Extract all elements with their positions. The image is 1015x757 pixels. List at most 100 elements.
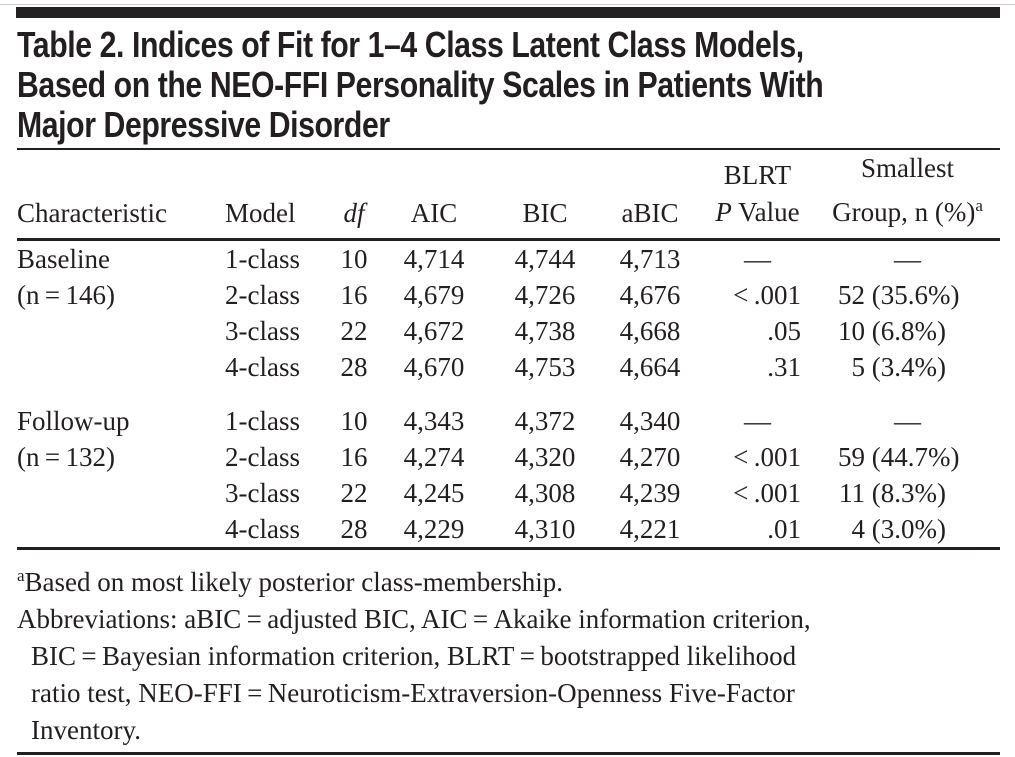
- cell-blrt-p-value: .31: [767, 352, 801, 382]
- cell-bic: 4,320: [514, 442, 576, 472]
- cell-smallest-group: 5 (3.4%): [815, 349, 1000, 385]
- cell-bic: 4,744: [514, 244, 576, 274]
- cell-bic: 4,738: [514, 316, 576, 346]
- cell-aic: 4,229: [403, 514, 465, 544]
- cell-abic: 4,221: [619, 514, 681, 544]
- footnote-a: aBased on most likely posterior class-me…: [17, 566, 563, 597]
- col-header-aic: AIC: [378, 149, 490, 241]
- characteristic-line: (n = 146): [17, 280, 116, 310]
- table-group: Baseline (n = 146) 1-class 10 4,714 4,744 4,71…: [17, 240, 1000, 386]
- cell-model: 2-class: [225, 280, 300, 310]
- cell-bic: 4,726: [514, 280, 576, 310]
- table-row: 4-class 28 4,229 4,310 4,221 .01 4 (3.0%): [17, 511, 1000, 549]
- cell-characteristic: Follow-up (n = 132): [17, 385, 210, 549]
- cell-blrt-p-value: < .001: [733, 442, 801, 472]
- smallest-group-percent: (35.6%): [865, 280, 960, 310]
- table-header: Characteristic Model df AIC BIC aBIC BLR…: [17, 149, 1000, 241]
- top-hairline: [0, 4, 1015, 5]
- col-header-blrt-p-value: BLRT P Value: [700, 149, 815, 241]
- table-row: 3-class 22 4,245 4,308 4,239 < .001 11 (8.3%): [17, 475, 1000, 511]
- smallest-group-count: 59: [838, 442, 865, 472]
- characteristic-line: Follow-up: [17, 406, 130, 436]
- footnote-abbrev-line: Inventory.: [31, 715, 141, 745]
- cell-abic: 4,664: [619, 352, 681, 382]
- cell-abic: 4,239: [619, 478, 681, 508]
- cell-df: 16: [340, 280, 368, 310]
- cell-aic: 4,274: [403, 442, 465, 472]
- cell-abic: 4,668: [619, 316, 681, 346]
- cell-model: 1-class: [225, 406, 300, 436]
- footnote-abbrev-line: Abbreviations: aBIC = adjusted BIC, AIC …: [17, 604, 811, 634]
- cell-blrt-p-value: < .001: [733, 478, 801, 508]
- footnote-abbreviations: Abbreviations: aBIC = adjusted BIC, AIC …: [17, 601, 1000, 749]
- header-row: Characteristic Model df AIC BIC aBIC BLR…: [17, 149, 1000, 241]
- cell-model: 4-class: [225, 514, 300, 544]
- cell-model: 2-class: [225, 442, 300, 472]
- smallest-group-percent: (44.7%): [865, 442, 960, 472]
- col-header-abic: aBIC: [600, 149, 700, 241]
- col-header-df: df: [330, 149, 378, 241]
- cell-aic: 4,245: [403, 478, 465, 508]
- cell-bic: 4,310: [514, 514, 576, 544]
- table-title: Table 2. Indices of Fit for 1–4 Class La…: [17, 0, 1000, 145]
- col-header-smallest-group: Smallest Group, n (%)a: [815, 149, 1000, 241]
- cell-model: 3-class: [225, 478, 300, 508]
- cell-smallest-group: 4 (3.0%): [815, 511, 1000, 549]
- cell-aic: 4,714: [403, 244, 465, 274]
- cell-aic: 4,679: [403, 280, 465, 310]
- cell-df: 10: [340, 244, 368, 274]
- cell-blrt-p-value: —: [744, 244, 771, 274]
- table-row: 4-class 28 4,670 4,753 4,664 .31 5 (3.4%): [17, 349, 1000, 385]
- smallest-group-count: 4: [851, 514, 866, 544]
- smallest-group-count: 11: [839, 478, 865, 508]
- table-row: Follow-up (n = 132) 1-class 10 4,343 4,372 4,3…: [17, 385, 1000, 472]
- footnotes: aBased on most likely posterior class-me…: [17, 550, 1000, 755]
- cell-model: 1-class: [225, 244, 300, 274]
- cell-abic: 4,340: [619, 406, 681, 436]
- cell-df: 28: [340, 514, 368, 544]
- smallest-group-percent: (3.4%): [865, 352, 946, 382]
- smallest-group-count: 5: [851, 352, 866, 382]
- cell-aic: 4,343: [403, 406, 465, 436]
- footnote-abbrev-line: ratio test, NEO-FFI = Neuroticism-Extrav…: [31, 678, 795, 708]
- cell-abic: 4,713: [619, 244, 681, 274]
- table-title-line-1: Table 2. Indices of Fit for 1–4 Class La…: [17, 24, 804, 65]
- cell-df: 10: [340, 406, 368, 436]
- cell-bic: 4,753: [514, 352, 576, 382]
- cell-df: 22: [340, 316, 368, 346]
- smallest-group-percent: (8.3%): [865, 478, 946, 508]
- cell-smallest-group: —: [894, 244, 921, 274]
- col-header-bic: BIC: [490, 149, 600, 241]
- table-title-line-3: Major Depressive Disorder: [17, 104, 390, 145]
- col-header-characteristic: Characteristic: [17, 149, 210, 241]
- cell-df: 28: [340, 352, 368, 382]
- cell-aic: 4,672: [403, 316, 465, 346]
- cell-blrt-p-value: .05: [767, 316, 801, 346]
- cell-df: 16: [340, 442, 368, 472]
- cell-characteristic: Baseline (n = 146): [17, 240, 210, 386]
- cell-smallest-group: —: [894, 406, 921, 436]
- cell-model: 4-class: [225, 352, 300, 382]
- smallest-group-percent: (3.0%): [865, 514, 946, 544]
- cell-df: 22: [340, 478, 368, 508]
- cell-smallest-group: 52 (35.6%): [815, 277, 1000, 313]
- cell-aic: 4,670: [403, 352, 465, 382]
- cell-abic: 4,676: [619, 280, 681, 310]
- cell-abic: 4,270: [619, 442, 681, 472]
- table-group: Follow-up (n = 132) 1-class 10 4,343 4,372 4,3…: [17, 385, 1000, 549]
- table-row: Baseline (n = 146) 1-class 10 4,714 4,744 4,71…: [17, 240, 1000, 310]
- footnote-abbrev-line: BIC = Bayesian information criterion, BL…: [31, 641, 797, 671]
- cell-model: 3-class: [225, 316, 300, 346]
- characteristic-line: Baseline: [17, 244, 110, 274]
- cell-smallest-group: 59 (44.7%): [815, 439, 1000, 475]
- table-row: 2-class 16 4,679 4,726 4,676 < .001 52 (35.6%): [17, 277, 1000, 313]
- table-title-line-2: Based on the NEO-FFI Personality Scales …: [17, 64, 824, 105]
- cell-smallest-group: 10 (6.8%): [815, 313, 1000, 349]
- cell-blrt-p-value: .01: [767, 514, 801, 544]
- smallest-group-percent: (6.8%): [865, 316, 946, 346]
- cell-bic: 4,372: [514, 406, 576, 436]
- characteristic-line: (n = 132): [17, 442, 116, 472]
- smallest-group-count: 10: [838, 316, 865, 346]
- cell-bic: 4,308: [514, 478, 576, 508]
